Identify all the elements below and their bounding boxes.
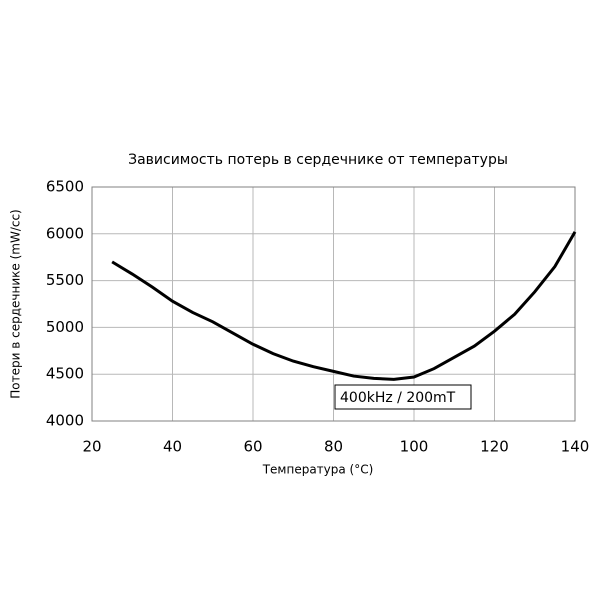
x-tick-label: 20 bbox=[82, 438, 101, 456]
y-tick-label: 4000 bbox=[46, 412, 84, 430]
line bbox=[111, 231, 577, 381]
y-tick-label: 5500 bbox=[46, 271, 84, 289]
annotation: 400kHz / 200mT bbox=[340, 390, 456, 406]
annotation-box bbox=[334, 384, 472, 410]
chart-title: Зависимость потерь в сердечнике от темпе… bbox=[128, 152, 508, 168]
plot-frame bbox=[91, 186, 576, 422]
x-tick-label: 60 bbox=[243, 438, 262, 456]
x-tick-label: 80 bbox=[324, 438, 343, 456]
x-tick-label: 100 bbox=[400, 438, 429, 456]
y-tick-label: 6000 bbox=[46, 224, 84, 242]
x-tick-label: 140 bbox=[561, 438, 590, 456]
y-tick-label: 4500 bbox=[46, 365, 84, 383]
x-tick-label: 40 bbox=[163, 438, 182, 456]
x-axis-label: Температура (°C) bbox=[262, 463, 374, 477]
y-tick-label: 6500 bbox=[46, 178, 84, 196]
y-tick-label: 5000 bbox=[46, 318, 84, 336]
y-axis-label: Потери в сердечнике (mW/cc) bbox=[9, 209, 23, 398]
x-tick-label: 120 bbox=[480, 438, 509, 456]
